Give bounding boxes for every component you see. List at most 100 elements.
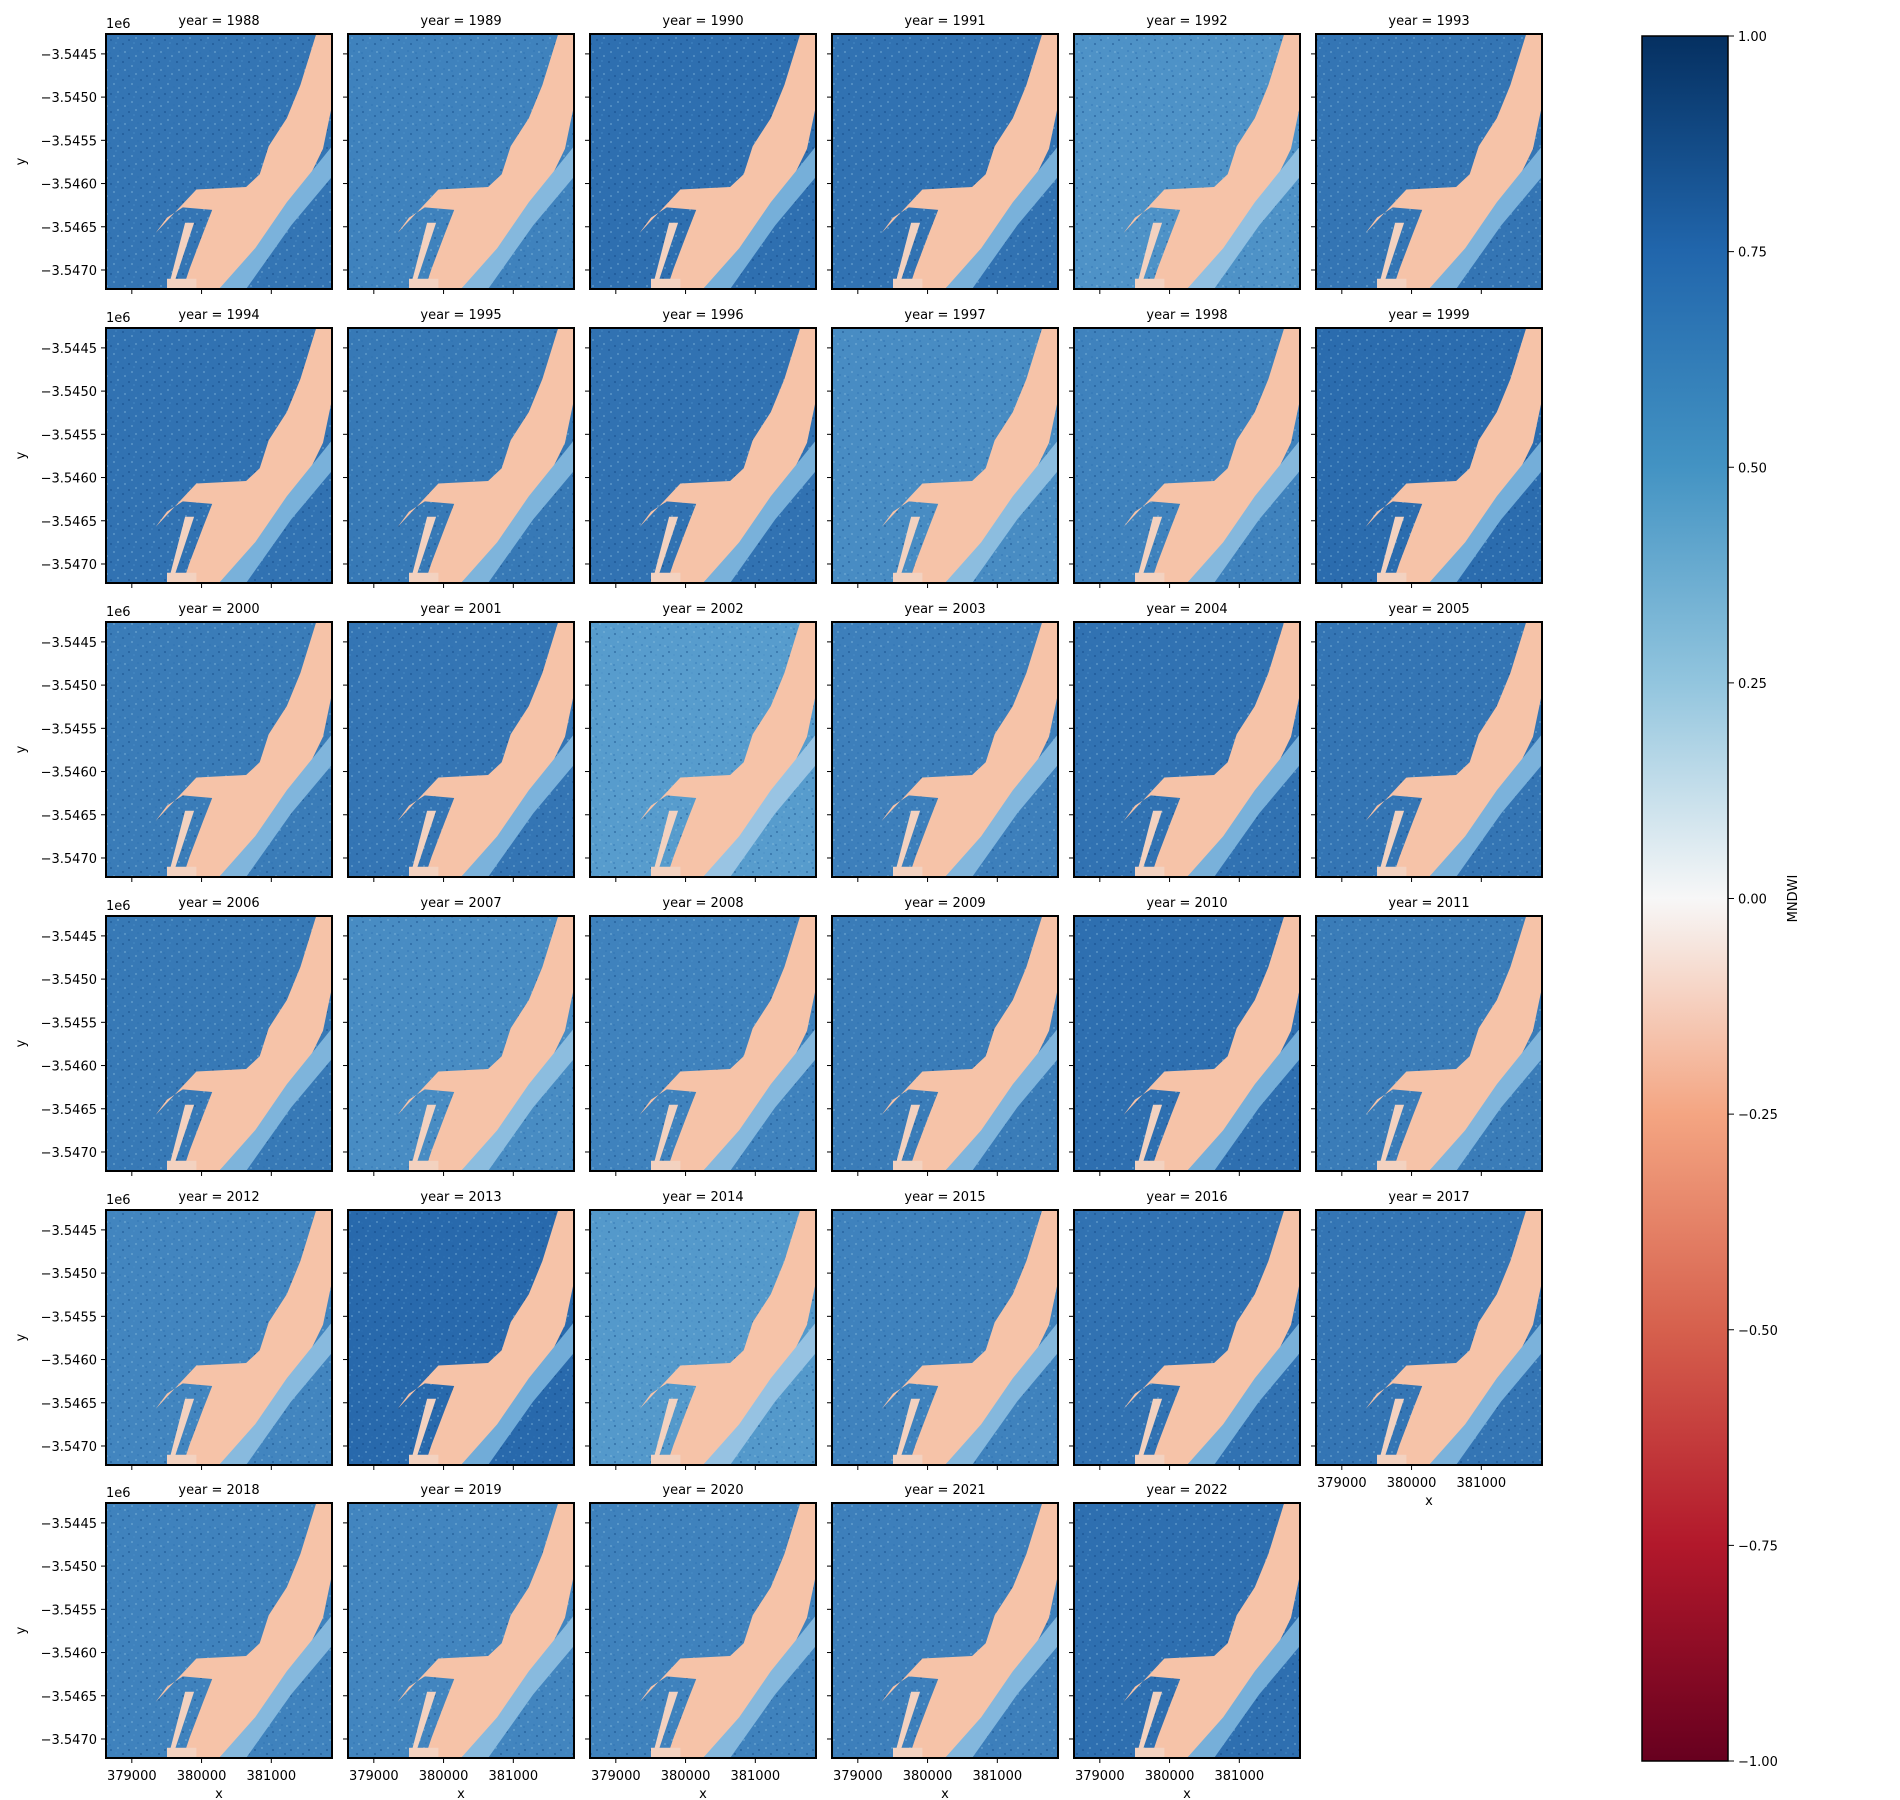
facet-frame [347, 1209, 575, 1466]
facet-land [639, 916, 816, 1171]
facet-title: year = 2018 [178, 1483, 259, 1498]
facet-land [1365, 328, 1542, 583]
facet-pier-base [167, 278, 197, 289]
facet-panel-2001: year = 2001 [343, 602, 575, 882]
facet-land [881, 916, 1058, 1171]
facet-title: year = 2013 [420, 1190, 501, 1205]
facet-title: year = 2000 [178, 602, 259, 617]
y-offset-label: 1e6 [106, 17, 131, 32]
y-tick-label: −3.5460 [41, 766, 97, 781]
y-tick-label: −3.5455 [41, 1310, 97, 1325]
facet-land [881, 328, 1058, 583]
facet-land [639, 622, 816, 877]
facet-panel-2002: year = 2002 [585, 602, 817, 882]
facet-frame [1315, 327, 1543, 584]
facet-pier [169, 1691, 195, 1753]
facet-frame [347, 915, 575, 1172]
facet-river [461, 1615, 574, 1758]
facet-title: year = 2015 [904, 1190, 985, 1205]
facet-river [219, 440, 332, 583]
facet-pier-base [1377, 278, 1407, 289]
facet-title: year = 1997 [904, 308, 985, 323]
facet-frame [831, 621, 1059, 878]
y-tick-label: −3.5470 [41, 1146, 97, 1161]
y-tick-label: −3.5445 [41, 342, 97, 357]
x-axis-label: x [1425, 1494, 1433, 1509]
facet-pier-base [651, 1454, 681, 1465]
facet-land [881, 1210, 1058, 1465]
y-tick-label: −3.5450 [41, 973, 97, 988]
facet-panel-2000: year = 2000 −3.5445 −3.5450 −3.5455 −3.5460 −… [14, 602, 333, 882]
y-tick-label: −3.5455 [41, 722, 97, 737]
facet-pier-base [893, 1454, 923, 1465]
facet-pier [411, 1104, 437, 1166]
facet-pier [1137, 1691, 1163, 1753]
x-axis-label: x [457, 1787, 465, 1800]
y-axis-label: y [14, 451, 29, 459]
y-tick-label: −3.5465 [41, 1397, 97, 1412]
facet-river [703, 440, 816, 583]
facet-river [219, 146, 332, 289]
facet-panel-1996: year = 1996 [585, 308, 817, 588]
facet-river [1429, 1028, 1542, 1171]
y-tick-label: −3.5445 [41, 1517, 97, 1532]
y-tick-label: −3.5450 [41, 679, 97, 694]
facet-pier [1137, 810, 1163, 872]
facet-pier [411, 810, 437, 872]
facet-pier-base [1377, 572, 1407, 583]
facet-land [639, 1210, 816, 1465]
facet-river [461, 1322, 574, 1465]
y-axis-label: y [14, 1039, 29, 1047]
facet-panel-2017: year = 2017 379000 380000 381000 x [1311, 1190, 1543, 1509]
facet-panel-2007: year = 2007 [343, 896, 575, 1176]
facet-pier-base [651, 278, 681, 289]
facet-land [639, 328, 816, 583]
facet-frame [831, 1209, 1059, 1466]
facet-panel-1994: year = 1994 −3.5445 −3.5450 −3.5455 −3.5460 −… [14, 308, 333, 588]
facet-river [1429, 146, 1542, 289]
colorbar-gradient [1642, 36, 1728, 1761]
facet-panel-2019: year = 2019 379000 380000 381000 x [343, 1483, 575, 1800]
facet-title: year = 1998 [1146, 308, 1227, 323]
y-tick-label: −3.5445 [41, 1224, 97, 1239]
facet-pier-base [1377, 1454, 1407, 1465]
facet-panel-1995: year = 1995 [343, 308, 575, 588]
facet-panel-1988: year = 1988 −3.5445 −3.5450 −3.5455 −3.5460 −… [14, 14, 333, 294]
facet-frame [589, 327, 817, 584]
facet-land [397, 34, 574, 289]
facet-pier-base [893, 278, 923, 289]
facet-title: year = 2022 [1146, 1483, 1227, 1498]
facet-river [1187, 146, 1300, 289]
facet-pier-base [1377, 866, 1407, 877]
y-tick-label: −3.5445 [41, 636, 97, 651]
facet-pier [1379, 810, 1405, 872]
colorbar-tick-label: 0.75 [1738, 246, 1767, 261]
facet-pier-base [409, 1747, 439, 1758]
x-tick-label: 380000 [177, 1769, 227, 1784]
facet-frame [347, 327, 575, 584]
x-tick-label: 379000 [107, 1769, 157, 1784]
facet-pier [169, 810, 195, 872]
facet-frame [831, 1502, 1059, 1759]
facet-land [1123, 34, 1300, 289]
colorbar-label: MNDWI [1786, 875, 1801, 923]
facet-pier [411, 1691, 437, 1753]
y-tick-label: −3.5450 [41, 1560, 97, 1575]
facet-panel-1993: year = 1993 [1311, 14, 1543, 294]
facet-frame [1073, 327, 1301, 584]
y-tick-label: −3.5470 [41, 264, 97, 279]
facet-river [703, 1615, 816, 1758]
facet-river [703, 146, 816, 289]
x-tick-label: 381000 [488, 1769, 538, 1784]
facet-pier-base [167, 1160, 197, 1171]
facet-pier [1137, 1398, 1163, 1460]
facet-land [397, 622, 574, 877]
colorbar-tick-label: −0.25 [1738, 1108, 1778, 1123]
facet-land [397, 916, 574, 1171]
facet-river [945, 1322, 1058, 1465]
facet-pier [895, 1691, 921, 1753]
y-tick-label: −3.5445 [41, 930, 97, 945]
facet-frame [1315, 621, 1543, 878]
y-axis-label: y [14, 157, 29, 165]
facet-pier [1379, 516, 1405, 578]
